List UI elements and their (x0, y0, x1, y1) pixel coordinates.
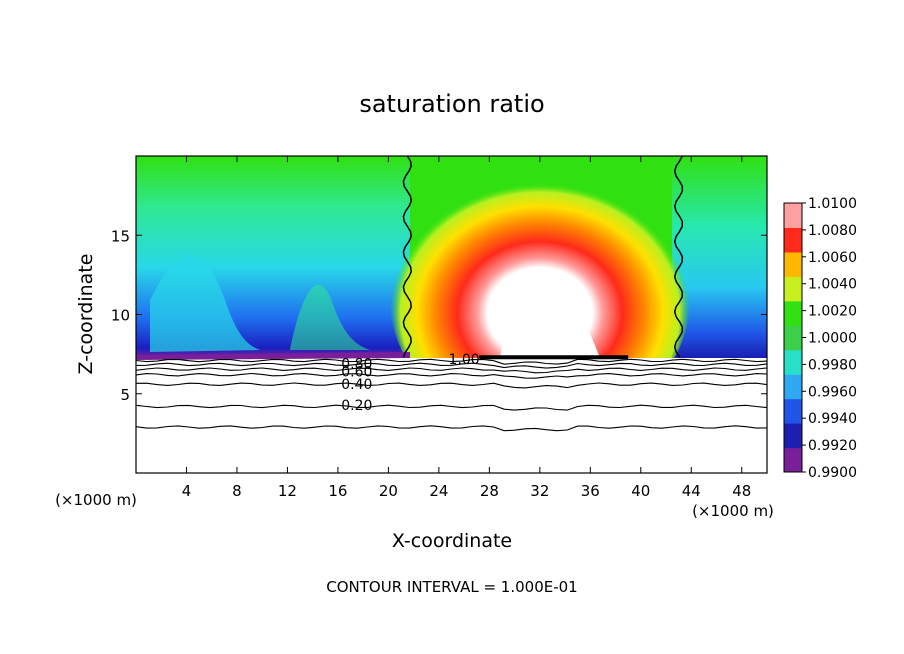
colorbar-swatch (784, 227, 802, 253)
saturation-boundary-line (673, 156, 684, 358)
colorbar: 1.0100 1.0080 1.0060 1.0040 1.0020 1.0000 0.99… (783, 196, 857, 481)
x-tick-label: 44 (682, 482, 701, 500)
contour-label: 0.80 (341, 357, 372, 373)
chart-title: saturation ratio (359, 90, 544, 118)
colorbar-swatch (784, 203, 802, 228)
contour-line (136, 382, 767, 389)
x-tick-label: 40 (631, 482, 650, 500)
y-axis-label: Z-coordinate (75, 254, 97, 375)
x-tick-label: 8 (232, 482, 242, 500)
y-tick-label: 5 (120, 386, 130, 404)
colorbar-label: 1.0020 (808, 304, 857, 320)
contour-labels: 1.00 0.800.600.40 0.20 (341, 352, 479, 414)
x-unit-label-left: (×1000 m) (55, 491, 137, 509)
colorbar-swatch (784, 276, 802, 302)
colorbar-label: 1.0040 (808, 277, 857, 293)
contour-line (136, 362, 767, 369)
colorbar-label: 1.0000 (808, 331, 857, 347)
contour-line (136, 425, 767, 432)
x-tick-label: 32 (530, 482, 549, 500)
colorbar-label: 1.0100 (808, 196, 857, 212)
right-unsaturated-region (672, 156, 767, 358)
x-tick-label: 20 (379, 482, 398, 500)
contour-label: 1.00 (449, 352, 480, 368)
colorbar-label: 0.9900 (808, 465, 857, 481)
lower-region (136, 358, 767, 473)
purple-boundary-band (136, 352, 410, 360)
x-axis-ticks: 4 8 12 16 20 24 28 32 36 40 44 48 (182, 156, 751, 500)
saturation-boundary-lines (402, 156, 684, 358)
y-axis-ticks: 5 10 15 (111, 227, 767, 404)
y-tick-label: 15 (111, 227, 130, 245)
colorbar-swatch (784, 251, 802, 277)
colorbar-swatch (784, 300, 802, 326)
x-tick-label: 36 (581, 482, 600, 500)
left-wave-crest-2 (290, 284, 370, 350)
x-tick-label: 16 (328, 482, 347, 500)
colorbar-swatch (784, 374, 802, 400)
contour-line (136, 404, 767, 411)
x-tick-label: 28 (480, 482, 499, 500)
colorbar-label: 1.0080 (808, 223, 857, 239)
colorbar-label: 0.9980 (808, 357, 857, 373)
x-tick-label: 4 (182, 482, 192, 500)
colorbar-swatch (784, 447, 802, 473)
x-unit-label-right: (×1000 m) (692, 502, 774, 520)
x-tick-label: 24 (429, 482, 448, 500)
x-tick-label: 48 (732, 482, 751, 500)
x-tick-label: 12 (278, 482, 297, 500)
colorbar-swatch (784, 423, 802, 449)
contour-interval-note: CONTOUR INTERVAL = 1.000E-01 (326, 578, 577, 596)
contour-line (136, 367, 767, 374)
colorbar-swatch (784, 349, 802, 375)
contour-label: 0.40 (341, 377, 372, 393)
plot-area (136, 156, 767, 473)
contour-line (136, 358, 767, 365)
colorbar-swatch (784, 325, 802, 351)
y-tick-label: 10 (111, 307, 130, 325)
colorbar-swatch (784, 398, 802, 424)
x-axis-label: X-coordinate (392, 530, 512, 552)
contour-line (136, 372, 767, 379)
contour-label: 0.20 (341, 398, 372, 414)
colorbar-label: 1.0060 (808, 250, 857, 266)
contour-lines (136, 355, 767, 432)
saturation-boundary-line (402, 156, 412, 358)
colorbar-label: 0.9920 (808, 438, 857, 454)
contour-label: 0.60 (341, 365, 372, 381)
colorbar-label: 0.9940 (808, 411, 857, 427)
colorbar-label: 0.9960 (808, 384, 857, 400)
cloud-core (500, 272, 600, 358)
left-wave-crest-1 (150, 254, 260, 352)
